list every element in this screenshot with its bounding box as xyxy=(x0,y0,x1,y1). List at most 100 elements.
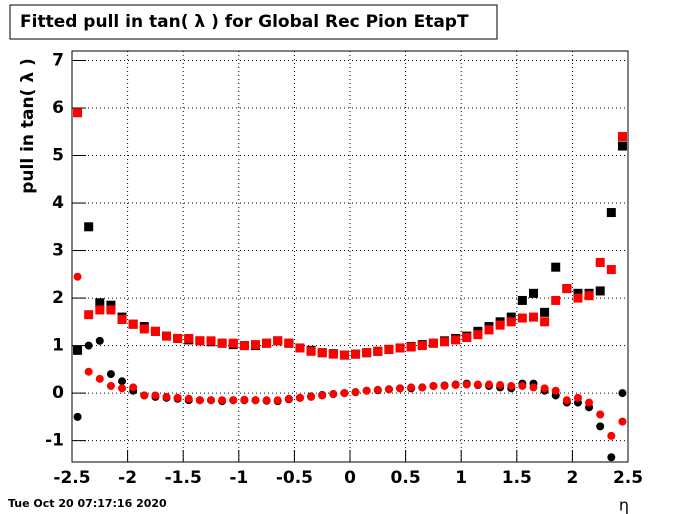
marker xyxy=(362,348,372,358)
marker xyxy=(106,370,115,379)
marker xyxy=(596,422,605,431)
marker xyxy=(507,381,516,390)
marker xyxy=(106,305,116,315)
marker xyxy=(606,265,616,275)
marker xyxy=(73,412,82,421)
marker xyxy=(540,317,550,327)
marker xyxy=(451,335,461,345)
marker xyxy=(329,390,338,399)
marker xyxy=(195,396,204,405)
marker xyxy=(128,319,138,329)
y-tick-label: 1 xyxy=(52,336,64,356)
y-tick-label: 7 xyxy=(52,51,64,71)
x-tick-label: -1 xyxy=(229,468,248,488)
marker xyxy=(573,293,583,303)
footer: Tue Oct 20 07:17:16 2020 xyxy=(8,497,167,510)
marker xyxy=(585,398,594,407)
marker xyxy=(139,324,149,334)
marker xyxy=(440,381,449,390)
marker xyxy=(551,386,560,395)
marker xyxy=(607,453,616,462)
marker xyxy=(339,350,349,360)
marker xyxy=(407,383,416,392)
marker xyxy=(573,288,583,298)
marker xyxy=(473,330,483,340)
marker xyxy=(106,381,115,390)
marker xyxy=(95,336,104,345)
marker xyxy=(517,313,527,323)
marker xyxy=(528,288,538,298)
marker xyxy=(618,417,627,426)
marker xyxy=(84,310,94,320)
marker xyxy=(528,312,538,322)
marker xyxy=(118,377,127,386)
marker xyxy=(151,391,160,400)
y-tick-label: 6 xyxy=(52,98,64,118)
marker xyxy=(517,295,527,305)
marker xyxy=(106,300,116,310)
marker xyxy=(607,431,616,440)
marker xyxy=(162,331,172,341)
marker xyxy=(406,342,416,352)
x-axis-label: η xyxy=(619,496,629,514)
marker xyxy=(351,388,360,397)
marker xyxy=(485,380,493,389)
marker xyxy=(273,396,282,405)
marker xyxy=(529,383,538,392)
marker xyxy=(373,385,382,394)
marker xyxy=(551,262,561,272)
marker xyxy=(84,222,94,232)
x-tick-label: 2 xyxy=(566,468,578,488)
marker xyxy=(306,346,316,356)
marker xyxy=(262,396,271,405)
marker xyxy=(428,338,438,348)
marker xyxy=(84,341,93,350)
y-tick-label: 3 xyxy=(52,241,64,261)
title-box xyxy=(9,4,498,40)
marker xyxy=(462,333,472,343)
marker xyxy=(573,393,582,402)
marker xyxy=(118,384,127,393)
x-tick-label: 1.5 xyxy=(502,468,532,488)
marker xyxy=(518,381,527,390)
marker xyxy=(73,345,83,355)
y-tick-label: -1 xyxy=(45,431,64,451)
x-tick-label: 2.5 xyxy=(613,468,643,488)
marker xyxy=(506,312,516,322)
marker xyxy=(229,396,238,405)
marker xyxy=(73,272,82,281)
marker xyxy=(584,291,594,301)
marker xyxy=(617,141,627,151)
x-tick-label: 1 xyxy=(455,468,467,488)
marker xyxy=(95,298,105,308)
marker xyxy=(340,389,349,398)
marker xyxy=(462,380,471,389)
marker xyxy=(207,396,215,405)
marker xyxy=(117,314,127,324)
marker xyxy=(540,384,549,393)
marker xyxy=(240,395,249,404)
y-tick-label: 2 xyxy=(52,288,64,308)
marker xyxy=(140,391,149,400)
marker xyxy=(373,346,383,356)
marker xyxy=(251,396,260,405)
marker xyxy=(295,343,305,353)
marker xyxy=(418,383,427,392)
marker xyxy=(273,336,283,346)
x-tick-label: -2.5 xyxy=(53,468,90,488)
marker xyxy=(429,381,438,390)
marker xyxy=(162,392,171,401)
marker xyxy=(562,284,572,294)
marker xyxy=(262,338,272,348)
marker xyxy=(95,305,105,315)
marker xyxy=(440,337,450,347)
marker xyxy=(384,344,394,354)
marker xyxy=(617,132,627,142)
marker xyxy=(496,381,505,390)
marker xyxy=(562,396,571,405)
marker xyxy=(173,393,182,402)
marker xyxy=(595,286,605,296)
marker xyxy=(551,295,561,305)
marker xyxy=(540,307,550,317)
